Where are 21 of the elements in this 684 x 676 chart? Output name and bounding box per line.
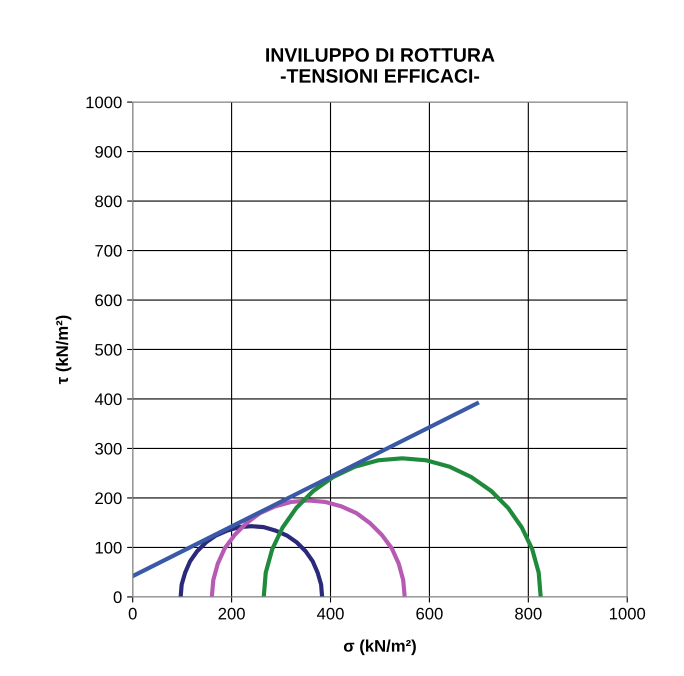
y-tick-label: 600 <box>95 294 122 306</box>
x-axis-title: σ (kN/m²) <box>344 640 416 656</box>
y-tick-label: 500 <box>95 344 122 356</box>
x-tick-label: 1000 <box>610 608 646 620</box>
y-tick-label: 100 <box>96 542 122 554</box>
y-tick-label: 0 <box>114 591 122 604</box>
x-tick-label: 400 <box>316 608 344 620</box>
x-tick-label: 0 <box>128 608 137 620</box>
y-tick-label: 300 <box>95 442 122 455</box>
x-tick-label: 600 <box>416 608 443 620</box>
line-series <box>262 456 543 597</box>
x-tick-label: 800 <box>515 608 542 620</box>
y-axis-title: τ (kN/m²) <box>56 316 72 384</box>
y-tick-label: 400 <box>94 393 122 406</box>
y-tick-label: 700 <box>95 244 122 257</box>
y-tick-label: 1000 <box>86 96 122 108</box>
y-tick-label: 800 <box>95 195 122 208</box>
x-tick-label: 200 <box>218 608 245 620</box>
chart-title: INVILUPPO DI ROTTURA -TENSIONI EFFICACI- <box>266 48 494 83</box>
y-tick-label: 200 <box>95 492 122 504</box>
y-tick-label: 900 <box>95 146 122 158</box>
